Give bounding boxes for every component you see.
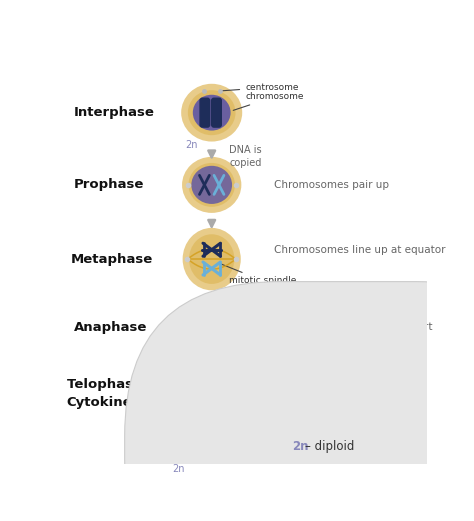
FancyBboxPatch shape [229, 422, 238, 448]
Ellipse shape [170, 366, 219, 421]
Text: 2n: 2n [185, 140, 198, 150]
Ellipse shape [189, 163, 235, 207]
Ellipse shape [204, 366, 253, 421]
Text: 2n: 2n [173, 464, 185, 475]
Ellipse shape [189, 234, 234, 284]
Text: centrosome: centrosome [222, 83, 299, 92]
Ellipse shape [211, 418, 246, 452]
Ellipse shape [189, 305, 235, 349]
Ellipse shape [209, 371, 248, 415]
Text: – diploid: – diploid [305, 440, 354, 453]
Text: Cell pinches in the middle: Cell pinches in the middle [274, 389, 410, 399]
Text: Telophase &: Telophase & [66, 378, 158, 391]
Ellipse shape [172, 413, 218, 457]
Ellipse shape [166, 407, 224, 463]
FancyBboxPatch shape [219, 422, 227, 448]
Ellipse shape [181, 84, 242, 142]
Text: 2n: 2n [292, 440, 309, 453]
Text: Interphase: Interphase [74, 106, 155, 119]
Text: mitotic spindle: mitotic spindle [219, 263, 297, 286]
FancyBboxPatch shape [185, 422, 193, 448]
FancyBboxPatch shape [200, 98, 210, 127]
Text: Cytokinesis: Cytokinesis [66, 395, 153, 408]
Text: Chromosomes line up at equator: Chromosomes line up at equator [274, 245, 446, 255]
Ellipse shape [177, 418, 212, 452]
Text: Metaphase: Metaphase [70, 253, 153, 266]
Ellipse shape [188, 90, 236, 135]
Text: DNA is
copied: DNA is copied [229, 145, 262, 168]
Ellipse shape [200, 407, 258, 463]
Text: Prophase: Prophase [74, 178, 144, 191]
FancyBboxPatch shape [125, 282, 474, 521]
FancyBboxPatch shape [212, 98, 221, 127]
Text: chromosome: chromosome [233, 92, 304, 110]
Ellipse shape [206, 413, 251, 457]
Ellipse shape [182, 299, 241, 355]
Ellipse shape [182, 157, 241, 213]
Ellipse shape [182, 228, 241, 290]
Text: Anaphase: Anaphase [74, 321, 147, 334]
FancyBboxPatch shape [196, 422, 204, 448]
Ellipse shape [193, 95, 230, 131]
Text: Chromosomes pair up: Chromosomes pair up [274, 180, 389, 190]
Text: Sister chromatids pulled apart: Sister chromatids pulled apart [274, 322, 433, 332]
Ellipse shape [175, 371, 214, 415]
Ellipse shape [191, 166, 232, 204]
Text: Two identical daughter cells: Two identical daughter cells [274, 430, 419, 440]
